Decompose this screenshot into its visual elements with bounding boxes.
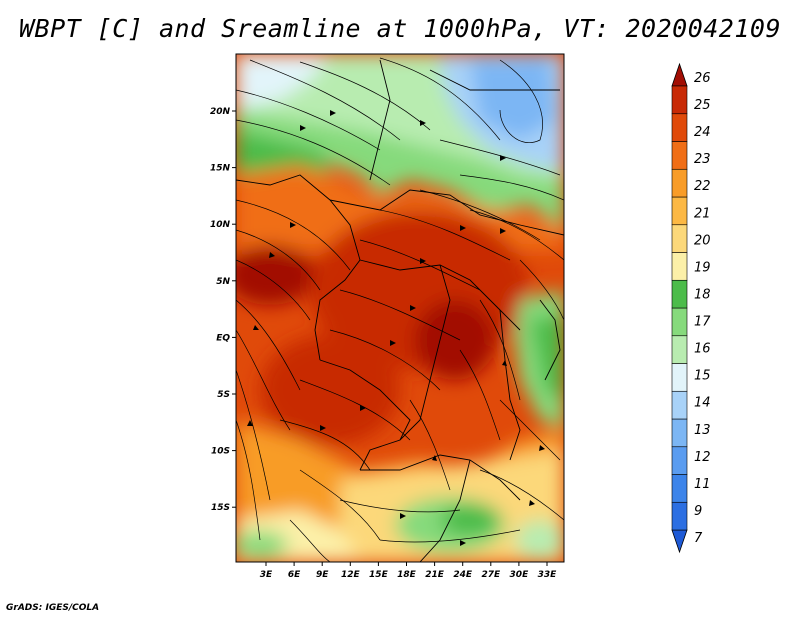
colorbar-segment bbox=[671, 196, 688, 226]
colorbar-label: 24 bbox=[694, 125, 711, 140]
lon-tick-label: 33E bbox=[538, 570, 558, 580]
lon-tick-label: 6E bbox=[288, 570, 301, 580]
colorbar-label: 22 bbox=[694, 179, 711, 194]
colorbar-segment bbox=[671, 335, 688, 364]
lat-tick-label: 15N bbox=[210, 164, 231, 174]
country-borders bbox=[236, 59, 564, 562]
colorbar-segment bbox=[671, 307, 688, 337]
colorbar-label: 18 bbox=[694, 287, 711, 302]
colorbar-label: 17 bbox=[694, 315, 711, 330]
colorbar-segment bbox=[671, 113, 688, 142]
colorbar-label: 21 bbox=[694, 206, 711, 221]
lat-tick-label: 15S bbox=[211, 503, 230, 513]
colorbar-label: 7 bbox=[694, 531, 703, 546]
colorbar-label: 9 bbox=[694, 504, 702, 519]
lon-tick-label: 9E bbox=[316, 570, 329, 580]
chart-title: WBPT [C] and Sreamline at 1000hPa, VT: 2… bbox=[18, 14, 781, 43]
streamline-arrows bbox=[247, 110, 545, 546]
colorbar-segment bbox=[671, 390, 688, 420]
colorbar-segment bbox=[671, 363, 688, 392]
colorbar-segment bbox=[671, 446, 688, 475]
colorbar: 7 9 11 12 13 14 15 16 17 18 19 20 21 22 23 24 25 26 bbox=[671, 62, 711, 554]
lat-tick-label: 5N bbox=[216, 277, 230, 287]
colorbar-segment bbox=[671, 279, 688, 309]
colorbar-label: 16 bbox=[694, 342, 711, 357]
lon-tick-label: 15E bbox=[369, 570, 389, 580]
colorbar-label: 26 bbox=[694, 71, 711, 86]
lat-tick-label: 20N bbox=[210, 107, 231, 117]
colorbar-label: 20 bbox=[694, 233, 711, 248]
lon-tick-label: 27E bbox=[481, 570, 501, 580]
lon-tick-label: 12E bbox=[341, 570, 361, 580]
wbpt-field bbox=[236, 54, 564, 562]
colorbar-label: 12 bbox=[694, 450, 711, 465]
colorbar-segment bbox=[671, 501, 688, 531]
latitude-axis: 20N 15N 10N 5N EQ 5S 10S 15S bbox=[210, 107, 236, 513]
lon-tick-label: 30E bbox=[510, 570, 530, 580]
colorbar-label: 19 bbox=[694, 260, 711, 275]
lon-tick-label: 3E bbox=[260, 570, 273, 580]
lon-tick-label: 18E bbox=[397, 570, 417, 580]
streamlines bbox=[236, 57, 564, 562]
colorbar-segment bbox=[671, 168, 688, 198]
colorbar-segment bbox=[671, 474, 688, 503]
lat-tick-label: EQ bbox=[216, 333, 230, 343]
longitude-axis: 3E 6E 9E 12E 15E 18E 21E 24E 27E 30E 33E bbox=[260, 562, 557, 580]
colorbar-segment bbox=[671, 141, 688, 170]
lon-tick-label: 21E bbox=[425, 570, 445, 580]
colorbar-bottom-arrow bbox=[671, 529, 688, 554]
colorbar-label: 15 bbox=[694, 369, 711, 384]
colorbar-segment bbox=[671, 252, 688, 281]
colorbar-label: 25 bbox=[694, 98, 711, 113]
map-frame bbox=[235, 53, 565, 563]
colorbar-segment bbox=[671, 224, 688, 253]
lat-tick-label: 10N bbox=[210, 220, 231, 230]
colorbar-segment bbox=[671, 85, 688, 115]
lon-tick-label: 24E bbox=[453, 570, 473, 580]
lat-tick-label: 5S bbox=[217, 390, 230, 400]
footer-credit: GrADS: IGES/COLA bbox=[6, 603, 100, 613]
colorbar-segment bbox=[671, 418, 688, 448]
colorbar-label: 11 bbox=[694, 477, 711, 492]
colorbar-top-arrow bbox=[671, 62, 688, 87]
colorbar-label: 14 bbox=[694, 396, 711, 411]
colorbar-label: 23 bbox=[694, 152, 711, 167]
colorbar-label: 13 bbox=[694, 423, 711, 438]
lat-tick-label: 10S bbox=[211, 447, 230, 457]
